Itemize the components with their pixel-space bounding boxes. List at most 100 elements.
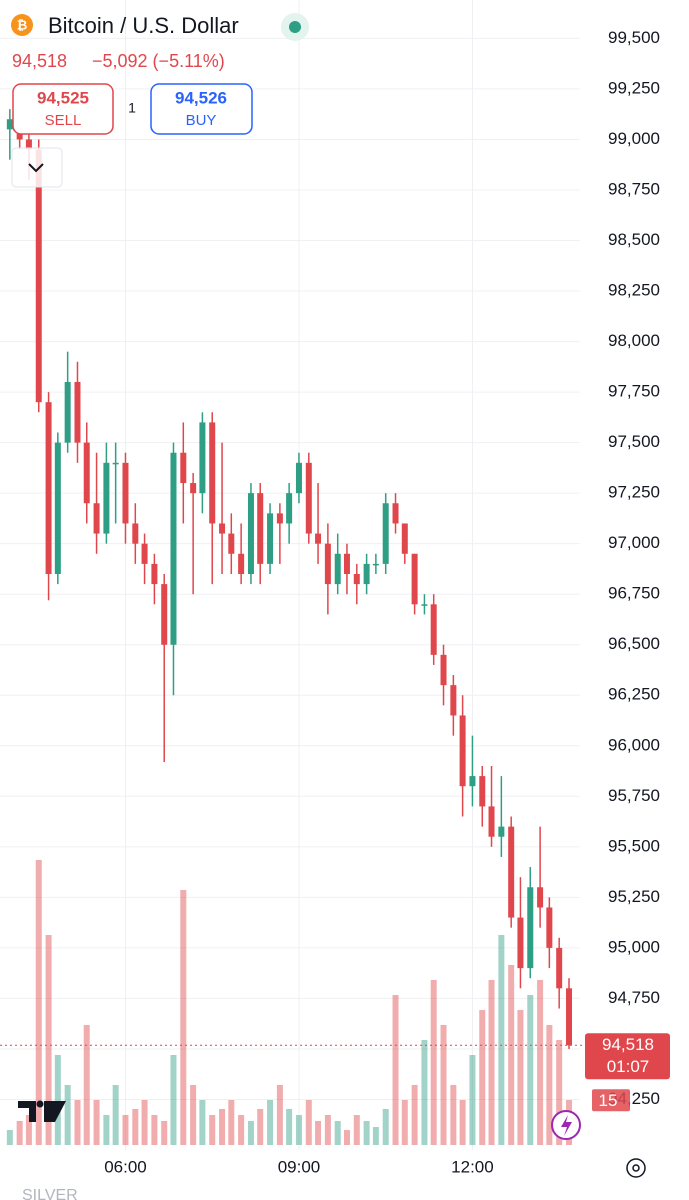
volume-bar (238, 1115, 245, 1145)
volume-bar (411, 1085, 418, 1145)
volume-bar (546, 1025, 553, 1145)
volume-bar (469, 1055, 476, 1145)
volume-bar (6, 1130, 13, 1145)
buy-label: BUY (186, 112, 217, 129)
volume-bar (267, 1100, 274, 1145)
candle-body (103, 462, 110, 534)
candle-body (180, 452, 187, 484)
last-price-label: 94,518 (602, 1035, 654, 1054)
volume-bar (170, 1055, 177, 1145)
volume-bar (556, 1040, 563, 1145)
volume-bar (45, 935, 52, 1145)
candle-body (6, 119, 13, 130)
candle-body (64, 381, 71, 443)
candle-body (363, 563, 370, 585)
status-dot (289, 21, 301, 33)
candle-body (479, 776, 486, 807)
last-price-box (585, 1033, 670, 1080)
settings-icon[interactable] (626, 1158, 646, 1178)
candle-body (430, 604, 437, 655)
tv-logo (18, 1101, 66, 1122)
volume-readout-box (592, 1089, 630, 1112)
candle-body (295, 462, 302, 494)
volume-bar (401, 1100, 408, 1145)
buy-price: 94,526 (175, 88, 227, 107)
volume-bar (54, 1055, 61, 1145)
candles (0, 109, 585, 1049)
candle-body (305, 462, 312, 534)
volume-bar (324, 1115, 331, 1145)
spread: 1 (128, 100, 136, 116)
candle-body (382, 503, 389, 564)
candle-body (324, 543, 331, 585)
y-tick-label: 95,250 (608, 887, 660, 906)
volume-bar (450, 1085, 457, 1145)
candle-body (440, 654, 447, 686)
volume-bar (35, 860, 42, 1145)
buy-button[interactable] (150, 83, 253, 135)
candle-body (421, 604, 428, 606)
footer-label: SILVER (22, 1187, 78, 1200)
volume-bar (382, 1109, 389, 1145)
candle-body (537, 887, 544, 908)
candle-body (190, 483, 197, 494)
collapse-button[interactable] (11, 147, 63, 188)
volume-bar (93, 1100, 100, 1145)
candle-body (459, 715, 466, 787)
volume-bar (199, 1100, 206, 1145)
volume-bar (440, 1025, 447, 1145)
volume-bar (83, 1025, 90, 1145)
volume-bar (16, 1121, 23, 1145)
candle-body (132, 523, 139, 544)
y-tick-label: 94,750 (608, 988, 660, 1007)
volume-bar (74, 1100, 81, 1145)
candle-body (54, 442, 61, 574)
sell-price: 94,525 (37, 88, 89, 107)
candle-body (498, 826, 505, 837)
candle-body (469, 776, 476, 787)
price-axis: 94,25094,50094,75095,00095,25095,50095,7… (104, 28, 670, 1176)
chevron (28, 163, 44, 173)
symbol-title: Bitcoin / U.S. Dollar (48, 13, 239, 38)
y-tick-label: 97,250 (608, 483, 660, 502)
y-tick-label: 96,000 (608, 735, 660, 754)
candle-body (219, 523, 226, 534)
candle-body (35, 149, 42, 403)
y-tick-label: 97,750 (608, 382, 660, 401)
candle-body (83, 442, 90, 504)
volume-bar (64, 1085, 71, 1145)
candle-body (411, 553, 418, 605)
sell-button[interactable] (12, 83, 114, 135)
volume-bar (498, 935, 505, 1145)
volume-bar (479, 1010, 486, 1145)
y-tick-label: 95,500 (608, 836, 660, 855)
candle-body (228, 533, 235, 554)
candle-body (343, 553, 350, 574)
volume-bar (372, 1127, 379, 1145)
y-tick-label: 97,000 (608, 533, 660, 552)
y-tick-label: 97,500 (608, 432, 660, 451)
countdown-label: 01:07 (607, 1057, 650, 1076)
y-tick-label: 99,500 (608, 28, 660, 47)
candle-body (286, 493, 293, 524)
volume-bar (537, 980, 544, 1145)
y-tick-label: 99,000 (608, 129, 660, 148)
candle-body (566, 988, 573, 1046)
price-change: −5,092 (−5.11%) (92, 51, 225, 71)
volume-bar (190, 1085, 197, 1145)
candle-body (372, 563, 379, 566)
candle-body (112, 462, 119, 465)
volume-bar (527, 995, 534, 1145)
volume-bar (508, 965, 515, 1145)
candle-body (257, 493, 264, 564)
y-tick-label: 98,750 (608, 179, 660, 198)
candle-body (209, 422, 216, 524)
candle-body (353, 573, 360, 585)
y-tick-label: 95,750 (608, 786, 660, 805)
y-tick-label: 98,500 (608, 230, 660, 249)
candle-body (25, 139, 32, 150)
candle-body (276, 513, 283, 524)
volume-bar (488, 980, 495, 1145)
x-tick-label: 12:00 (451, 1157, 494, 1176)
sell-label: SELL (45, 112, 82, 129)
